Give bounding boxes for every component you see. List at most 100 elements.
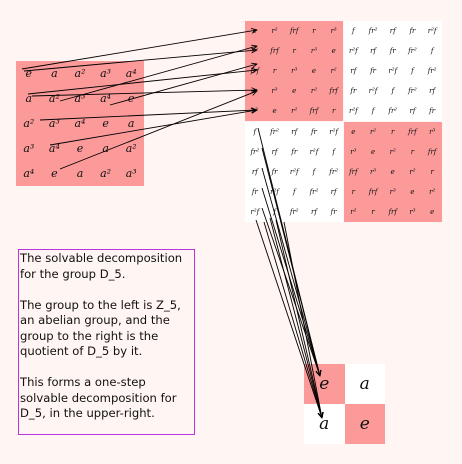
z5-cell: e	[16, 61, 42, 86]
d5-cell: r²	[264, 21, 285, 42]
d5-cell: r³	[422, 121, 442, 142]
d5-cell: frf	[304, 101, 324, 122]
d5-cell: r³	[284, 61, 305, 82]
d5-cell: e	[422, 201, 442, 222]
d5-cell: r²f	[284, 161, 305, 182]
d5-cell: r²f	[422, 21, 442, 42]
d5-cell: fr²	[323, 161, 344, 182]
d5-cell: r²	[363, 121, 383, 142]
z5-cell: a⁴	[16, 161, 42, 186]
d5-cell: e	[363, 141, 383, 162]
d5-cell: e	[264, 101, 285, 122]
d5-cell: r³	[323, 21, 344, 42]
z5-cell: a	[16, 86, 42, 111]
z5-cell: a⁴	[67, 111, 93, 136]
d5-cell: f	[323, 141, 344, 162]
caption-line: The solvable decomposition	[20, 251, 183, 265]
d5-cell: fr²	[304, 181, 324, 202]
d5-cell: f	[284, 181, 305, 202]
d5-cell: r³	[304, 41, 324, 62]
z5-cell: e	[41, 161, 68, 186]
d5-cell: r²	[284, 101, 305, 122]
z5-cell: e	[92, 111, 119, 136]
z5-cell: a³	[118, 161, 144, 186]
d5-cell: fr	[304, 121, 324, 142]
d5-cell: r³	[343, 141, 364, 162]
d5-cell: fr	[422, 101, 442, 122]
z5-cell: a³	[67, 86, 93, 111]
d5-cell: r³	[382, 181, 403, 202]
d5-cell: fr	[284, 141, 305, 162]
d5-cell: r²	[343, 201, 364, 222]
caption-line: group to the right is the	[20, 328, 159, 343]
d5-cell: fr²	[402, 81, 423, 102]
d5-cell: f	[343, 21, 364, 42]
d5-cell: r	[422, 161, 442, 182]
d5-cell: r²f	[382, 61, 403, 82]
d5-cell: frf	[264, 41, 285, 62]
quotient-cell: a	[304, 404, 345, 444]
z5-cell: a²	[41, 86, 68, 111]
d5-cell: f	[245, 121, 265, 142]
d5-cell: f	[402, 61, 423, 82]
d5-cell: fr²	[382, 101, 403, 122]
d5-cell: f	[363, 101, 383, 122]
d5-cell: frf	[363, 181, 383, 202]
d5-cell: r	[323, 101, 344, 122]
d5-cell: frf	[323, 81, 344, 102]
d5-cell: fr	[245, 181, 265, 202]
z5-cell: a	[92, 136, 119, 161]
d5-cell: r²	[382, 141, 403, 162]
d5-cell: fr²	[422, 61, 442, 82]
quotient-cell: e	[304, 364, 345, 404]
d5-cell: e	[323, 41, 344, 62]
z5-cell: a³	[41, 111, 68, 136]
d5-cell: fr	[343, 81, 364, 102]
d5-cell: r	[382, 121, 403, 142]
d5-cell: rf	[382, 21, 403, 42]
d5-cell: rf	[343, 61, 364, 82]
d5-cell: frf	[245, 61, 265, 82]
d5-cell: e	[304, 61, 324, 82]
d5-cell: r²	[304, 81, 324, 102]
d5-cell: fr²	[284, 201, 305, 222]
z5-cell: a⁴	[92, 86, 119, 111]
d5-cell: r³	[402, 201, 423, 222]
z5-cell: a²	[67, 61, 93, 86]
z5-cell: a²	[118, 136, 144, 161]
z5-cell: e	[67, 136, 93, 161]
caption-line	[20, 282, 193, 298]
caption-line: This forms a one-step	[20, 375, 146, 389]
d5-cell: frf	[382, 201, 403, 222]
d5-cell: r²f	[264, 181, 285, 202]
d5-cell: r²f	[245, 201, 265, 222]
d5-cell: r	[264, 61, 285, 82]
caption-line: D_5, in the upper-right.	[20, 406, 155, 420]
d5-cell: fr²	[363, 21, 383, 42]
d5-cell: rf	[304, 201, 324, 222]
d5-cell: frf	[422, 141, 442, 162]
d5-cell: r³	[363, 161, 383, 182]
d5-cell: e	[382, 161, 403, 182]
d5-cell: r²	[422, 181, 442, 202]
z5-cell: e	[118, 86, 144, 111]
d5-cell: r²f	[343, 101, 364, 122]
d5-cell: r	[402, 141, 423, 162]
d5-cell: frf	[402, 121, 423, 142]
d5-cell: r	[304, 21, 324, 42]
d5-cell: e	[245, 21, 265, 42]
caption-box: The solvable decomposition for the group …	[18, 249, 195, 435]
d5-cell: r	[245, 81, 265, 102]
d5-cell: fr	[363, 61, 383, 82]
z5-cell: a²	[92, 161, 119, 186]
d5-cell: rf	[402, 101, 423, 122]
d5-cell: rf	[245, 161, 265, 182]
d5-cell: rf	[284, 121, 305, 142]
d5-cell: fr	[402, 21, 423, 42]
d5-cell: e	[284, 81, 305, 102]
d5-cell: fr²	[245, 141, 265, 162]
d5-cell: f	[264, 201, 285, 222]
d5-cell: f	[382, 81, 403, 102]
d5-cell: e	[343, 121, 364, 142]
